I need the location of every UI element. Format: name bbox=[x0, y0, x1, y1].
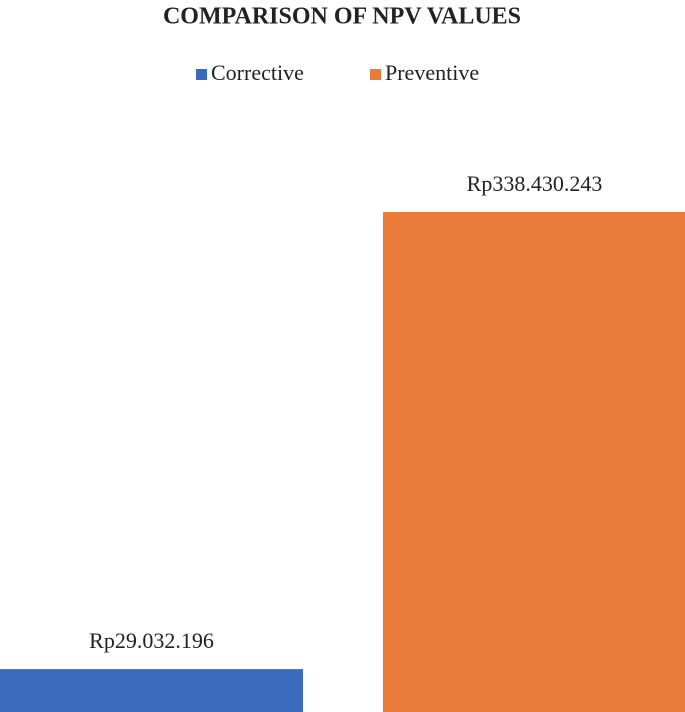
chart-title: COMPARISON OF NPV VALUES bbox=[163, 4, 521, 30]
bar bbox=[0, 669, 303, 712]
legend-label: Preventive bbox=[385, 60, 479, 85]
legend-label: Corrective bbox=[211, 60, 304, 85]
legend-swatch bbox=[196, 69, 207, 80]
bar bbox=[383, 212, 685, 712]
legend-swatch bbox=[370, 69, 381, 80]
value-label: Rp29.032.196 bbox=[89, 628, 214, 653]
value-label: Rp338.430.243 bbox=[467, 171, 603, 196]
